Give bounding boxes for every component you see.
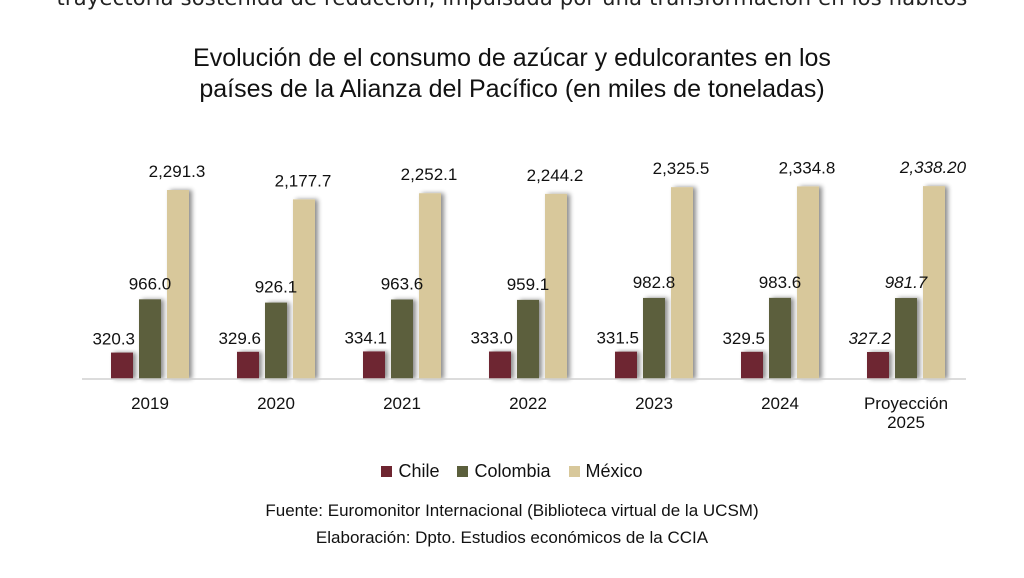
bar-mexico-2019 [167,190,189,379]
elaboration-line: Elaboración: Dpto. Estudios económicos d… [315,528,709,547]
bar-mexico-proyeccion-2025 [923,186,945,379]
chart-title: Evolución de el consumo de azúcar y edul… [112,43,912,105]
legend-item-colombia: Colombia [457,461,551,482]
chart-title-line-1: Evolución de el consumo de azúcar y edul… [193,44,831,72]
chart-title-line-2: países de la Alianza del Pacífico (en mi… [199,75,825,103]
data-label-colombia-2023: 982.8 [633,273,676,292]
bar-chile-2024 [741,351,763,379]
source-note: Fuente: Euromonitor Internacional (Bibli… [0,497,1024,551]
data-label-chile-2024: 329.5 [722,329,765,348]
bar-colombia-2022 [517,299,539,379]
source-line: Fuente: Euromonitor Internacional (Bibli… [265,501,759,520]
data-label-mexico-2024: 2,334.8 [779,158,836,177]
bar-mexico-2020 [293,199,315,379]
bar-mexico-2021 [419,193,441,379]
data-label-mexico-2023: 2,325.5 [653,159,710,178]
data-label-colombia-2024: 983.6 [759,273,802,292]
x-tick-label-2023: 2023 [635,394,673,413]
legend-swatch-colombia [457,466,469,477]
data-label-colombia-2021: 963.6 [381,275,424,294]
legend-label-chile: Chile [398,461,440,481]
legend-item-mexico: México [568,461,643,482]
x-tick-label-proyeccion-2025-line-1: Proyección [864,394,948,413]
legend-swatch-chile [381,466,393,477]
x-tick-label-2020: 2020 [257,394,295,413]
bar-colombia-2020 [265,302,287,379]
x-tick-label-2024: 2024 [761,394,799,413]
data-label-colombia-2020: 926.1 [255,278,298,297]
data-label-chile-proyeccion-2025: 327.2 [848,329,891,348]
bar-chart: 320.3 966.0 2,291.3 329.6 926.1 2,177.7 334.1 9… [82,158,967,432]
data-label-mexico-2020: 2,177.7 [275,171,332,190]
bar-colombia-proyeccion-2025 [895,298,917,379]
bars-group [111,186,945,379]
data-label-mexico-2019: 2,291.3 [149,162,206,181]
bar-chile-proyeccion-2025 [867,352,889,379]
bar-colombia-2023 [643,297,665,379]
data-label-chile-2023: 331.5 [596,329,639,348]
data-label-colombia-2022: 959.1 [507,275,550,294]
bar-chile-2019 [111,352,133,379]
bar-colombia-2019 [139,299,161,379]
data-label-chile-2020: 329.6 [218,329,261,348]
x-tick-label-2022: 2022 [509,394,547,413]
x-tick-label-proyeccion-2025-line-2: 2025 [887,413,925,432]
data-label-mexico-2021: 2,252.1 [401,165,458,184]
data-label-chile-2019: 320.3 [92,330,135,349]
chart-legend: Chile Colombia México [0,461,1024,482]
data-label-chile-2022: 333.0 [470,329,513,348]
data-label-colombia-proyeccion-2025: 981.7 [885,273,928,292]
bar-colombia-2024 [769,297,791,379]
bar-mexico-2024 [797,186,819,379]
legend-label-colombia: Colombia [474,461,551,481]
bar-chile-2020 [237,351,259,379]
clipped-paragraph-text: trayectoria sostenida de reducción, impu… [0,0,1024,10]
legend-item-chile: Chile [381,461,439,482]
bar-mexico-2022 [545,193,567,379]
data-label-colombia-2019: 966.0 [129,274,172,293]
data-label-chile-2021: 334.1 [344,328,387,347]
data-label-mexico-proyeccion-2025: 2,338.20 [899,158,967,177]
x-tick-label-2019: 2019 [131,394,169,413]
legend-swatch-mexico [568,466,580,477]
x-tick-label-2021: 2021 [383,394,421,413]
bar-mexico-2023 [671,187,693,379]
data-labels-group: 320.3 966.0 2,291.3 329.6 926.1 2,177.7 334.1 9… [92,158,966,348]
bar-chile-2022 [489,351,511,379]
bar-chile-2021 [363,351,385,379]
legend-label-mexico: México [585,461,643,481]
data-label-mexico-2022: 2,244.2 [527,166,584,185]
bar-colombia-2021 [391,299,413,379]
bar-chile-2023 [615,351,637,379]
